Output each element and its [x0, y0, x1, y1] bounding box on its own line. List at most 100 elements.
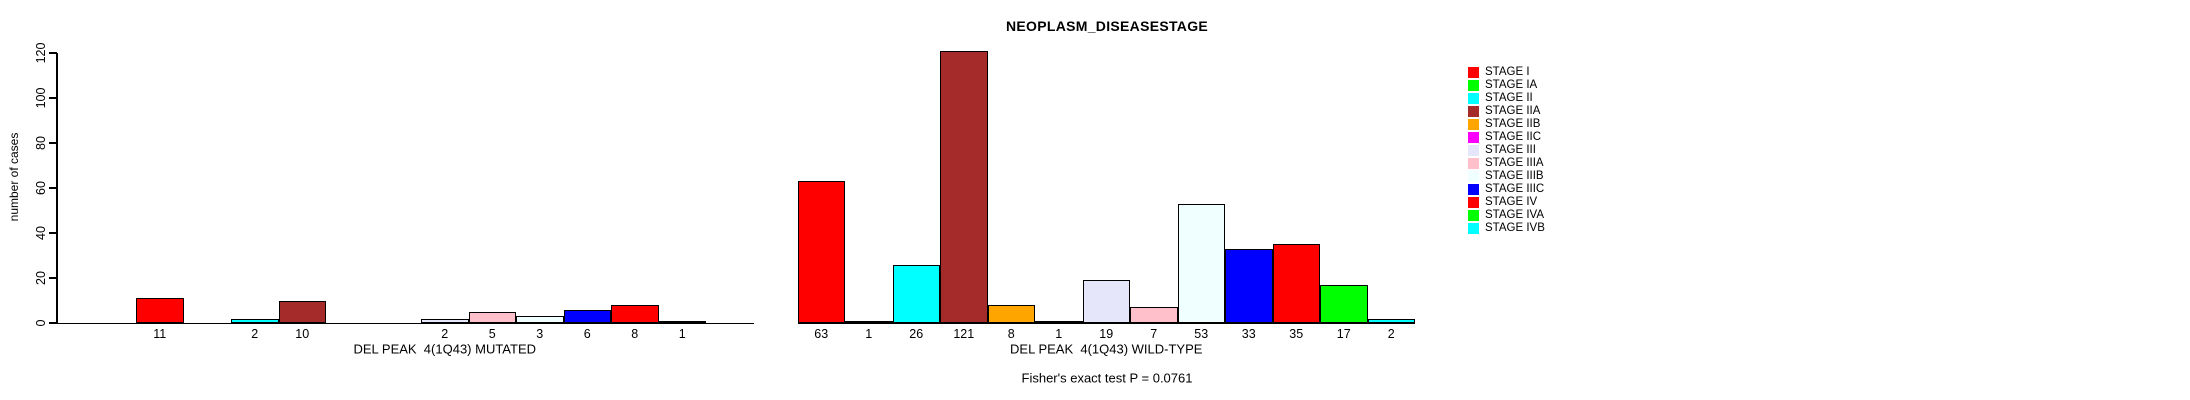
legend-label: STAGE IIIC — [1485, 183, 1545, 195]
legend-label: STAGE IVA — [1485, 209, 1545, 221]
y-tick-label: 80 — [34, 136, 48, 150]
y-tick-label: 0 — [34, 319, 48, 327]
bar-count-label: 1 — [678, 327, 686, 341]
bar-count-label: 6 — [583, 327, 591, 341]
bar-wild-type-stage-iva — [1320, 284, 1368, 323]
legend-label: STAGE IIIA — [1485, 157, 1544, 169]
legend-label: STAGE IIB — [1485, 118, 1541, 130]
bar-wild-type-stage-iiib — [1177, 203, 1225, 323]
bar-wild-type-stage-ia — [845, 320, 893, 323]
legend-row: STAGE IIB — [1468, 118, 1545, 131]
legend-swatch-stage-iiia — [1468, 157, 1479, 169]
bar-wild-type-stage-i — [797, 181, 845, 323]
bar-count-label: 26 — [909, 327, 924, 341]
bar-mutated-stage-iv — [611, 305, 659, 323]
legend-row: STAGE IV — [1468, 196, 1545, 209]
y-tick — [49, 97, 57, 99]
legend-swatch-stage-iia — [1468, 105, 1479, 117]
y-tick — [49, 52, 57, 54]
bar-wild-type-stage-iia — [940, 50, 988, 323]
bar-count-label: 10 — [295, 327, 310, 341]
y-axis-title: number of cases — [7, 132, 21, 222]
bar-wild-type-stage-iv — [1272, 244, 1320, 323]
y-tick-label: 120 — [34, 42, 48, 64]
bar-count-label: 8 — [631, 327, 639, 341]
legend: STAGE I STAGE IA STAGE II STAGE IIA STAGE II… — [1468, 66, 1545, 235]
legend-row: STAGE IVB — [1468, 222, 1545, 235]
group-label-wild-type: DEL PEAK 4(1Q43) WILD-TYPE — [1010, 341, 1203, 357]
y-tick — [49, 277, 57, 279]
y-tick-label: 60 — [34, 181, 48, 195]
y-tick-label: 100 — [34, 87, 48, 109]
legend-swatch-stage-ivb — [1468, 222, 1479, 234]
legend-label: STAGE I — [1485, 66, 1530, 78]
bar-mutated-stage-iii — [421, 318, 469, 323]
legend-row: STAGE IIC — [1468, 131, 1545, 144]
bar-count-label: 53 — [1194, 327, 1209, 341]
bar-wild-type-stage-iiic — [1225, 248, 1273, 323]
legend-swatch-stage-iv — [1468, 196, 1479, 208]
bar-mutated-stage-iiia — [468, 311, 516, 323]
legend-label: STAGE III — [1485, 144, 1536, 156]
bar-count-label: 11 — [153, 327, 167, 341]
legend-row: STAGE IA — [1468, 79, 1545, 92]
x-axis-baseline-mutated — [57, 322, 754, 324]
y-tick-label: 20 — [34, 271, 48, 285]
legend-row: STAGE IIIC — [1468, 183, 1545, 196]
legend-row: STAGE III — [1468, 144, 1545, 157]
bar-count-label: 3 — [536, 327, 544, 341]
bar-count-label: 1 — [1055, 327, 1063, 341]
legend-row: STAGE IVA — [1468, 209, 1545, 222]
bar-wild-type-stage-iib — [987, 305, 1035, 323]
legend-label: STAGE IIA — [1485, 105, 1541, 117]
legend-swatch-stage-i — [1468, 66, 1479, 78]
bar-mutated-stage-iiic — [563, 309, 611, 323]
legend-label: STAGE IVB — [1485, 222, 1545, 234]
legend-row: STAGE I — [1468, 66, 1545, 79]
legend-label: STAGE IV — [1485, 196, 1538, 208]
legend-swatch-stage-ia — [1468, 79, 1479, 91]
legend-swatch-stage-iiic — [1468, 183, 1479, 195]
legend-row: STAGE IIIB — [1468, 170, 1545, 183]
bar-mutated-stage-iiib — [516, 316, 564, 323]
bar-count-label: 33 — [1241, 327, 1256, 341]
legend-label: STAGE IA — [1485, 79, 1538, 91]
bar-count-label: 2 — [441, 327, 449, 341]
bar-mutated-stage-i — [136, 298, 184, 323]
bar-wild-type-stage-iiia — [1130, 307, 1178, 323]
bar-mutated-stage-ii — [231, 318, 279, 323]
y-tick-label: 40 — [34, 226, 48, 240]
y-tick — [49, 232, 57, 234]
legend-label: STAGE IIC — [1485, 131, 1542, 143]
legend-row: STAGE II — [1468, 92, 1545, 105]
bar-count-label: 121 — [953, 327, 975, 341]
bar-count-label: 1 — [865, 327, 873, 341]
legend-swatch-stage-ii — [1468, 92, 1479, 104]
legend-row: STAGE IIIA — [1468, 157, 1545, 170]
bar-count-label: 8 — [1007, 327, 1015, 341]
bar-mutated-stage-iva — [658, 320, 706, 323]
bar-count-label: 5 — [488, 327, 496, 341]
bar-wild-type-stage-ivb — [1367, 318, 1415, 323]
bar-count-label: 2 — [1387, 327, 1395, 341]
bar-count-label: 35 — [1289, 327, 1304, 341]
y-tick — [49, 322, 57, 324]
bar-count-label: 7 — [1150, 327, 1158, 341]
bar-count-label: 2 — [251, 327, 259, 341]
bar-wild-type-stage-iii — [1082, 280, 1130, 323]
legend-label: STAGE II — [1485, 92, 1533, 104]
bar-count-label: 19 — [1099, 327, 1114, 341]
legend-swatch-stage-iiib — [1468, 170, 1479, 182]
bar-count-label: 63 — [814, 327, 829, 341]
group-label-mutated: DEL PEAK 4(1Q43) MUTATED — [353, 341, 537, 357]
y-tick — [49, 142, 57, 144]
chart-title: NEOPLASM_DISEASESTAGE — [1005, 18, 1209, 34]
legend-swatch-stage-iib — [1468, 118, 1479, 130]
bar-mutated-stage-iia — [278, 300, 326, 323]
x-axis-baseline-wild-type — [797, 322, 1415, 324]
legend-label: STAGE IIIB — [1485, 170, 1544, 182]
legend-row: STAGE IIA — [1468, 105, 1545, 118]
y-tick — [49, 187, 57, 189]
bar-wild-type-stage-iic — [1035, 320, 1083, 323]
